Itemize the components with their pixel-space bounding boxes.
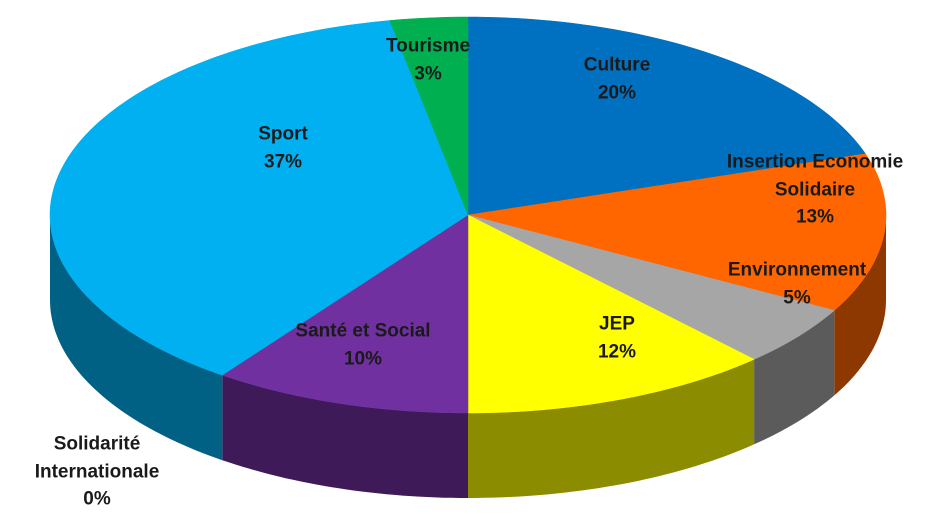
slice-label: Santé et Social 10% <box>263 317 463 372</box>
slice <box>221 214 469 414</box>
value-label: 5% <box>783 287 811 308</box>
category-label: Culture <box>583 54 651 76</box>
value-label: 37% <box>263 151 303 172</box>
value-label: 0% <box>83 488 111 510</box>
slice-label: Environnement 5% <box>702 256 892 311</box>
category-label: Tourisme <box>385 35 471 57</box>
category-label: Sport <box>258 123 308 145</box>
slice-side <box>468 359 755 498</box>
category-label: JEP <box>599 313 635 335</box>
value-label: 3% <box>414 63 442 84</box>
slice <box>49 20 469 376</box>
slice <box>467 214 835 360</box>
slice <box>467 214 755 414</box>
value-label: 10% <box>343 348 383 369</box>
slice-label: Tourisme 3% <box>368 32 488 87</box>
slice-label: Sport 37% <box>223 120 343 175</box>
value-label: 12% <box>597 341 637 362</box>
slice-side <box>222 375 468 498</box>
slice <box>467 153 887 311</box>
slice-label: Insertion Economie Solidaire 13% <box>700 149 930 232</box>
slice-label: JEP 12% <box>557 310 677 365</box>
slice-side <box>754 310 835 445</box>
category-label: Insertion Economie Solidaire <box>726 151 904 201</box>
category-label: Santé et Social <box>295 320 431 342</box>
slice-side <box>834 215 886 396</box>
slice-side <box>50 215 223 461</box>
slice <box>467 16 866 216</box>
slice-label: Solidarité Internationale 0% <box>12 431 182 514</box>
slice-label: Culture 20% <box>557 51 677 106</box>
category-label: Environnement <box>727 259 867 281</box>
category-label: Solidarité Internationale <box>34 433 160 483</box>
value-label: 20% <box>597 82 637 103</box>
slice <box>389 16 469 216</box>
value-label: 13% <box>795 206 835 228</box>
